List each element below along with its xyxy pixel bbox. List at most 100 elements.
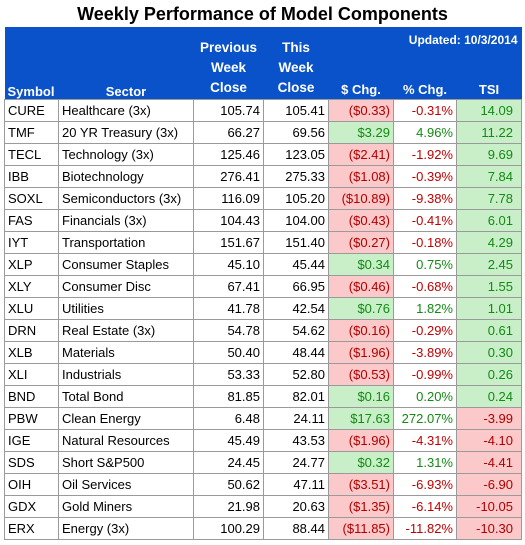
cell-this-close: 24.11 — [263, 407, 329, 430]
cell-previous-close: 45.49 — [193, 429, 264, 452]
cell-sector: Gold Miners — [58, 495, 194, 518]
cell-this-close: 24.77 — [263, 451, 329, 474]
cell-dollar-change: ($0.46) — [328, 275, 394, 298]
cell-sector: Natural Resources — [58, 429, 194, 452]
cell-symbol: XLY — [4, 275, 59, 298]
cell-this-close: 275.33 — [263, 165, 329, 188]
header-row: Symbol Sector Previous Week Close This W… — [4, 27, 522, 100]
table-row: FAS Financials (3x) 104.43 104.00 ($0.43) -0.… — [4, 209, 522, 232]
table-row: XLI Industrials 53.33 52.80 ($0.53) -0.99% 0.2… — [4, 363, 522, 386]
cell-dollar-change: ($1.96) — [328, 341, 394, 364]
cell-tsi: 9.69 — [456, 143, 522, 166]
cell-previous-close: 67.41 — [193, 275, 264, 298]
table-row: IBB Biotechnology 276.41 275.33 ($1.08) -0.39… — [4, 165, 522, 188]
cell-dollar-change: $0.32 — [328, 451, 394, 474]
cell-pct-change: -0.99% — [393, 363, 457, 386]
table-row: CURE Healthcare (3x) 105.74 105.41 ($0.33) -0… — [4, 99, 522, 122]
cell-pct-change: -4.31% — [393, 429, 457, 452]
header-previous-week-close: Previous Week Close — [193, 27, 264, 100]
cell-this-close: 54.62 — [263, 319, 329, 342]
cell-pct-change: 272.07% — [393, 407, 457, 430]
cell-this-close: 151.40 — [263, 231, 329, 254]
cell-dollar-change: ($0.27) — [328, 231, 394, 254]
cell-dollar-change: ($2.41) — [328, 143, 394, 166]
cell-previous-close: 100.29 — [193, 517, 264, 540]
cell-symbol: FAS — [4, 209, 59, 232]
cell-this-close: 45.44 — [263, 253, 329, 276]
cell-tsi: -4.10 — [456, 429, 522, 452]
header-right-group: Updated: 10/3/2014 % Chg. TSI — [393, 27, 522, 100]
cell-previous-close: 276.41 — [193, 165, 264, 188]
cell-symbol: SOXL — [4, 187, 59, 210]
cell-dollar-change: ($11.85) — [328, 517, 394, 540]
cell-symbol: OIH — [4, 473, 59, 496]
cell-tsi: -10.05 — [456, 495, 522, 518]
cell-this-close: 43.53 — [263, 429, 329, 452]
updated-date: Updated: 10/3/2014 — [408, 33, 518, 47]
cell-symbol: XLB — [4, 341, 59, 364]
cell-tsi: 7.84 — [456, 165, 522, 188]
cell-symbol: TMF — [4, 121, 59, 144]
cell-pct-change: -6.14% — [393, 495, 457, 518]
cell-dollar-change: ($0.43) — [328, 209, 394, 232]
cell-previous-close: 104.43 — [193, 209, 264, 232]
cell-sector: Semiconductors (3x) — [58, 187, 194, 210]
table-row: DRN Real Estate (3x) 54.78 54.62 ($0.16) -0.2… — [4, 319, 522, 342]
cell-pct-change: -0.39% — [393, 165, 457, 188]
cell-tsi: 14.09 — [456, 99, 522, 122]
cell-symbol: SDS — [4, 451, 59, 474]
cell-symbol: IBB — [4, 165, 59, 188]
header-prev-line2: Week — [210, 60, 247, 75]
cell-previous-close: 105.74 — [193, 99, 264, 122]
cell-previous-close: 50.62 — [193, 473, 264, 496]
cell-pct-change: 1.31% — [393, 451, 457, 474]
cell-this-close: 105.41 — [263, 99, 329, 122]
cell-pct-change: -0.18% — [393, 231, 457, 254]
table-row: BND Total Bond 81.85 82.01 $0.16 0.20% 0.24 — [4, 385, 522, 408]
cell-pct-change: -11.82% — [393, 517, 457, 540]
cell-dollar-change: $0.16 — [328, 385, 394, 408]
cell-sector: Consumer Disc — [58, 275, 194, 298]
cell-symbol: XLP — [4, 253, 59, 276]
cell-this-close: 105.20 — [263, 187, 329, 210]
cell-previous-close: 50.40 — [193, 341, 264, 364]
header-tsi: TSI — [478, 82, 500, 97]
cell-previous-close: 54.78 — [193, 319, 264, 342]
cell-previous-close: 81.85 — [193, 385, 264, 408]
cell-symbol: CURE — [4, 99, 59, 122]
cell-this-close: 69.56 — [263, 121, 329, 144]
cell-previous-close: 53.33 — [193, 363, 264, 386]
cell-this-close: 82.01 — [263, 385, 329, 408]
table-row: TMF 20 YR Treasury (3x) 66.27 69.56 $3.29 4.9… — [4, 121, 522, 144]
cell-symbol: IGE — [4, 429, 59, 452]
table-row: SOXL Semiconductors (3x) 116.09 105.20 ($10.… — [4, 187, 522, 210]
cell-pct-change: 0.20% — [393, 385, 457, 408]
cell-symbol: ERX — [4, 517, 59, 540]
table-body: CURE Healthcare (3x) 105.74 105.41 ($0.33) -0… — [4, 99, 522, 540]
table-row: SDS Short S&P500 24.45 24.77 $0.32 1.31% -4.41 — [4, 451, 522, 474]
cell-symbol: DRN — [4, 319, 59, 342]
cell-previous-close: 21.98 — [193, 495, 264, 518]
table-row: XLY Consumer Disc 67.41 66.95 ($0.46) -0.68% 1… — [4, 275, 522, 298]
cell-this-close: 20.63 — [263, 495, 329, 518]
sheet-title: Weekly Performance of Model Components — [77, 4, 448, 24]
cell-dollar-change: ($0.16) — [328, 319, 394, 342]
cell-sector: Financials (3x) — [58, 209, 194, 232]
cell-symbol: TECL — [4, 143, 59, 166]
performance-table: Symbol Sector Previous Week Close This W… — [4, 27, 522, 540]
header-sector: Sector — [58, 27, 194, 100]
table-row: XLP Consumer Staples 45.10 45.44 $0.34 0.75% 2… — [4, 253, 522, 276]
header-this-line2: Week — [278, 60, 314, 75]
cell-sector: Short S&P500 — [58, 451, 194, 474]
cell-previous-close: 151.67 — [193, 231, 264, 254]
header-dollar-change: $ Chg. — [328, 27, 394, 100]
cell-tsi: -4.41 — [456, 451, 522, 474]
cell-sector: Transportation — [58, 231, 194, 254]
cell-symbol: XLI — [4, 363, 59, 386]
cell-dollar-change: ($1.35) — [328, 495, 394, 518]
cell-sector: Industrials — [58, 363, 194, 386]
cell-previous-close: 6.48 — [193, 407, 264, 430]
cell-sector: Technology (3x) — [58, 143, 194, 166]
header-prev-line1: Previous — [199, 40, 258, 55]
